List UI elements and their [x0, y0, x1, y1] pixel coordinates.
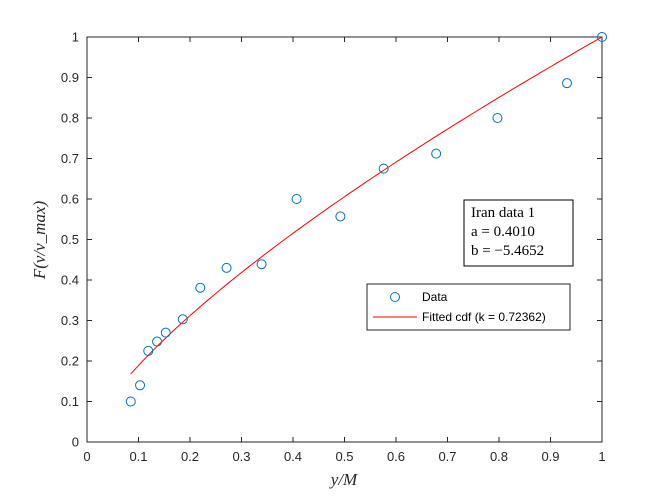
y-tick-label: 0.6: [61, 192, 79, 207]
x-tick-label: 0: [83, 449, 90, 464]
annotation-line-2: a = 0.4010: [471, 224, 535, 240]
y-tick-label: 0.7: [61, 151, 79, 166]
y-tick-label: 0.9: [61, 70, 79, 85]
data-point: [221, 262, 232, 273]
legend-label-data: Data: [422, 290, 448, 304]
annotation-line-3: b = −5.4652: [471, 243, 544, 259]
y-tick-label: 0.8: [61, 111, 79, 126]
data-point: [177, 314, 188, 325]
x-tick-label: 0.7: [438, 449, 456, 464]
data-point: [335, 211, 346, 222]
annotation-box: Iran data 1 a = 0.4010 b = −5.4652: [463, 199, 574, 267]
x-tick-label: 0.3: [232, 449, 250, 464]
data-point: [125, 396, 136, 407]
x-tick-label: 0.4: [284, 449, 302, 464]
y-tick-label: 0.2: [61, 354, 79, 369]
y-axis: 0 0.1 0.2 0.3 0.4 0.5 0.6 0.7 0.8 0.9 1: [61, 30, 602, 450]
y-axis-label: F(ν/ν_max): [30, 200, 49, 280]
annotation-line-1: Iran data 1: [471, 205, 535, 221]
data-point: [160, 327, 171, 338]
fitted-cdf-line: [130, 36, 603, 375]
y-tick-label: 0: [72, 435, 79, 450]
legend-label-fit: Fitted cdf (k = 0.72362): [422, 310, 546, 324]
data-point: [256, 259, 267, 270]
legend-marker-data: [390, 292, 400, 302]
x-axis-label: y/M: [329, 470, 358, 489]
y-tick-label: 0.1: [61, 394, 79, 409]
data-point: [135, 380, 146, 391]
data-point: [152, 336, 163, 347]
data-point: [597, 32, 607, 42]
annotation-frame: [463, 199, 574, 267]
data-point: [431, 148, 442, 159]
y-tick-label: 0.5: [61, 232, 79, 247]
y-tick-label: 0.4: [61, 273, 79, 288]
x-tick-label: 1: [598, 449, 605, 464]
legend-frame: [366, 283, 571, 331]
data-point: [143, 345, 154, 356]
data-point: [561, 78, 572, 89]
x-tick-label: 0.9: [541, 449, 559, 464]
legend: Data Fitted cdf (k = 0.72362): [366, 283, 571, 331]
x-tick-label: 0.1: [129, 449, 147, 464]
data-point: [195, 282, 206, 293]
data-point: [378, 163, 389, 174]
y-tick-label: 0.3: [61, 313, 79, 328]
x-tick-label: 0.2: [181, 449, 199, 464]
data-point: [291, 194, 302, 204]
data-point: [492, 113, 503, 123]
x-tick-label: 0.6: [387, 449, 405, 464]
x-tick-label: 0.5: [335, 449, 353, 464]
y-tick-label: 1: [72, 30, 79, 45]
x-tick-label: 0.8: [490, 449, 508, 464]
x-axis: 0 0.1 0.2 0.3 0.4 0.5 0.6 0.7 0.8 0.9 1: [83, 37, 606, 464]
data-markers: [125, 32, 607, 407]
